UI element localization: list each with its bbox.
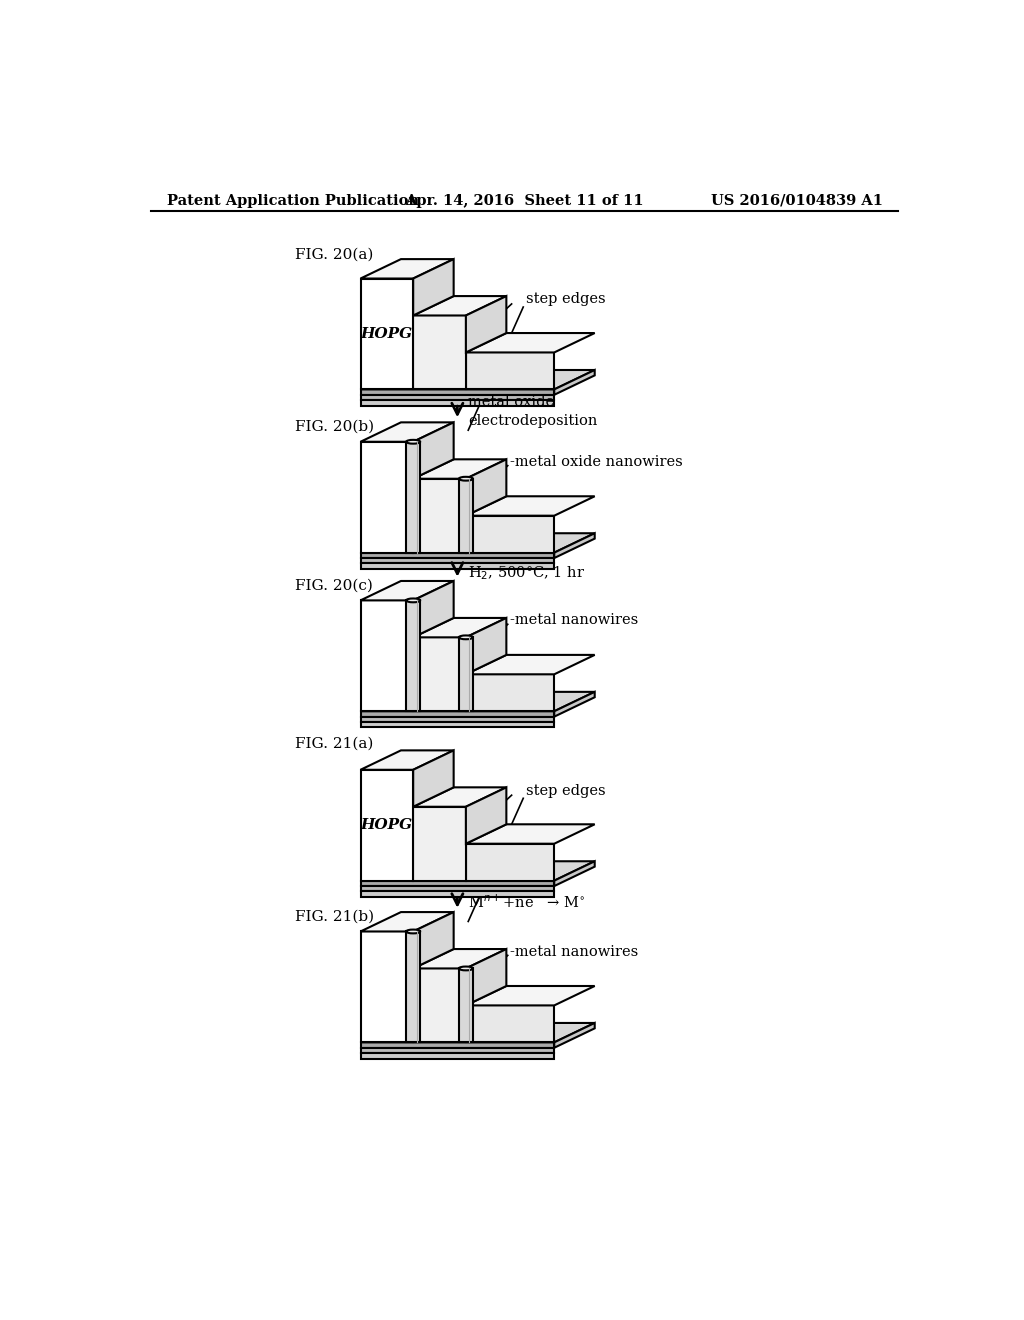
Text: step edges: step edges [525, 292, 605, 306]
Polygon shape [466, 986, 595, 1006]
Polygon shape [459, 638, 473, 711]
Polygon shape [554, 533, 595, 558]
Polygon shape [407, 932, 420, 1043]
Polygon shape [554, 1023, 595, 1048]
Polygon shape [554, 692, 595, 717]
Polygon shape [466, 516, 554, 553]
Polygon shape [360, 581, 454, 601]
Text: FIG. 20(a): FIG. 20(a) [295, 248, 373, 261]
Polygon shape [360, 400, 554, 405]
Polygon shape [360, 886, 554, 891]
Polygon shape [360, 389, 554, 395]
Polygon shape [360, 1048, 554, 1053]
Polygon shape [466, 675, 554, 711]
Polygon shape [360, 722, 554, 727]
Polygon shape [360, 553, 554, 558]
Polygon shape [466, 352, 554, 389]
Polygon shape [414, 912, 454, 969]
Polygon shape [414, 459, 506, 479]
Text: M$^{n+}$+ne$^{-}$ → M$^{\circ}$: M$^{n+}$+ne$^{-}$ → M$^{\circ}$ [468, 894, 586, 911]
Polygon shape [459, 969, 473, 1043]
Polygon shape [360, 1023, 595, 1043]
Polygon shape [414, 422, 454, 479]
Ellipse shape [407, 440, 420, 444]
Text: FIG. 20(c): FIG. 20(c) [295, 578, 373, 593]
Polygon shape [554, 861, 595, 886]
Polygon shape [414, 638, 466, 711]
Polygon shape [360, 422, 454, 442]
Polygon shape [360, 558, 554, 564]
Polygon shape [360, 692, 595, 711]
Polygon shape [554, 370, 595, 395]
Text: H$_2$, 500°C, 1 hr: H$_2$, 500°C, 1 hr [468, 564, 586, 582]
Polygon shape [360, 750, 454, 770]
Polygon shape [466, 949, 506, 1006]
Polygon shape [466, 296, 506, 352]
Polygon shape [466, 333, 595, 352]
Text: HOPG: HOPG [360, 818, 413, 832]
Text: FIG. 21(b): FIG. 21(b) [295, 909, 374, 924]
Text: FIG. 21(a): FIG. 21(a) [295, 737, 373, 751]
Polygon shape [360, 601, 414, 711]
Text: step edges: step edges [525, 784, 605, 797]
Polygon shape [360, 259, 454, 279]
Polygon shape [360, 770, 414, 880]
Polygon shape [360, 1053, 554, 1059]
Polygon shape [414, 315, 466, 389]
Text: -metal oxide nanowires: -metal oxide nanowires [510, 455, 683, 469]
Polygon shape [466, 787, 506, 843]
Polygon shape [360, 442, 414, 553]
Polygon shape [360, 912, 454, 932]
Polygon shape [466, 1006, 554, 1043]
Polygon shape [414, 479, 466, 553]
Polygon shape [466, 824, 595, 843]
Polygon shape [414, 949, 506, 969]
Polygon shape [360, 891, 554, 896]
Polygon shape [414, 807, 466, 880]
Polygon shape [414, 618, 506, 638]
Polygon shape [466, 843, 554, 880]
Polygon shape [360, 717, 554, 722]
Text: FIG. 20(b): FIG. 20(b) [295, 420, 374, 433]
Text: Apr. 14, 2016  Sheet 11 of 11: Apr. 14, 2016 Sheet 11 of 11 [406, 194, 644, 207]
Polygon shape [414, 969, 466, 1043]
Text: -metal nanowires: -metal nanowires [510, 945, 638, 958]
Polygon shape [407, 601, 420, 711]
Text: US 2016/0104839 A1: US 2016/0104839 A1 [711, 194, 883, 207]
Polygon shape [360, 1043, 554, 1048]
Ellipse shape [459, 635, 473, 639]
Polygon shape [466, 496, 595, 516]
Polygon shape [360, 533, 595, 553]
Polygon shape [360, 932, 414, 1043]
Polygon shape [360, 564, 554, 569]
Polygon shape [360, 861, 595, 880]
Polygon shape [466, 618, 506, 675]
Text: HOPG: HOPG [360, 327, 413, 341]
Polygon shape [466, 459, 506, 516]
Text: metal oxide
electrodeposition: metal oxide electrodeposition [468, 395, 598, 429]
Text: Patent Application Publication: Patent Application Publication [167, 194, 419, 207]
Polygon shape [360, 395, 554, 400]
Polygon shape [407, 442, 420, 553]
Polygon shape [360, 279, 414, 389]
Ellipse shape [459, 966, 473, 970]
Polygon shape [360, 370, 595, 389]
Polygon shape [360, 880, 554, 886]
Ellipse shape [459, 477, 473, 480]
Polygon shape [414, 259, 454, 315]
Polygon shape [414, 750, 454, 807]
Polygon shape [414, 296, 506, 315]
Polygon shape [466, 655, 595, 675]
Ellipse shape [407, 598, 420, 602]
Polygon shape [414, 787, 506, 807]
Text: -metal nanowires: -metal nanowires [510, 614, 638, 627]
Ellipse shape [407, 929, 420, 933]
Polygon shape [414, 581, 454, 638]
Polygon shape [459, 479, 473, 553]
Polygon shape [360, 711, 554, 717]
